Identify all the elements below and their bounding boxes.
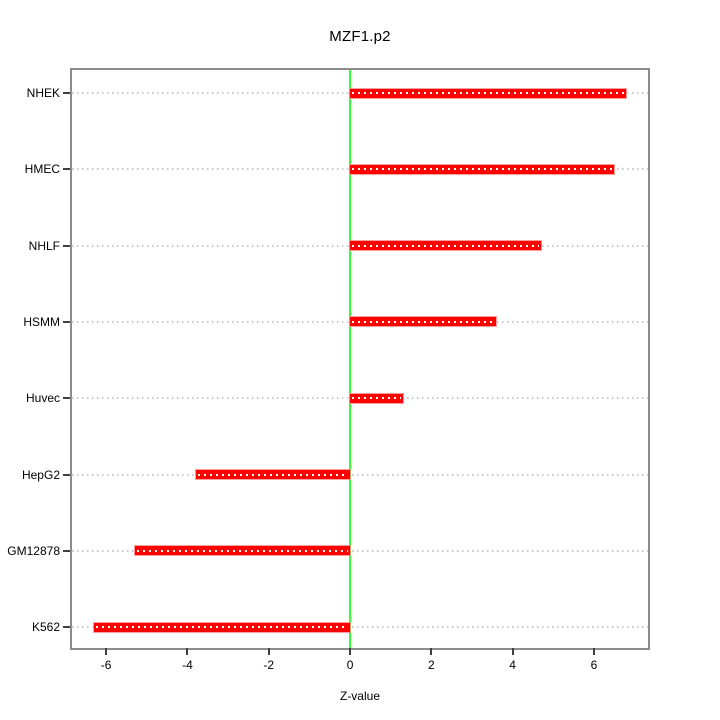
bar-center-dashes [136, 549, 349, 552]
bar-hmec [350, 164, 615, 174]
x-axis-tick [592, 648, 595, 655]
bar-nhlf [350, 241, 542, 251]
y-tick-label-gm12878: GM12878 [7, 543, 60, 558]
x-axis-tick [349, 648, 352, 655]
y-tick-label-huvec: Huvec [25, 391, 60, 406]
x-axis-tick [511, 648, 514, 655]
y-tick-label-nhlf: NHLF [28, 238, 60, 253]
y-tick-label-hmec: HMEC [24, 162, 60, 177]
bar-nhek [350, 88, 627, 98]
x-axis-tick [430, 648, 433, 655]
bar-center-dashes [352, 92, 625, 94]
y-axis-tick [63, 626, 70, 629]
gridline [72, 626, 648, 629]
y-axis-tick [63, 397, 70, 400]
y-axis-tick [63, 244, 70, 247]
x-axis-tick [105, 648, 108, 655]
bar-hsmm [350, 317, 497, 327]
y-axis-tick [63, 320, 70, 323]
bar-center-dashes [95, 626, 349, 629]
bar-center-dashes [197, 473, 349, 476]
x-axis-tick [186, 648, 189, 655]
gridline [72, 549, 648, 552]
x-axis-tick [267, 648, 270, 655]
plot-area [70, 68, 650, 650]
gridline [72, 473, 648, 476]
y-tick-label-k562: K562 [31, 620, 60, 635]
bar-center-dashes [352, 397, 401, 400]
x-tick-label: -6 [100, 658, 112, 672]
x-tick-label: 6 [590, 658, 598, 672]
x-tick-label: 4 [509, 658, 516, 672]
y-tick-label-hepg2: HepG2 [21, 467, 60, 482]
y-tick-label-nhek: NHEK [26, 86, 60, 100]
bar-center-dashes [352, 244, 540, 247]
bar-center-dashes [352, 168, 613, 171]
bar-center-dashes [352, 320, 495, 323]
zero-reference-line [349, 70, 352, 648]
x-tick-label: -4 [182, 658, 193, 672]
x-tick-label: -2 [263, 658, 275, 672]
chart-title: MZF1.p2 [329, 28, 391, 45]
bar-hepg2 [195, 470, 351, 479]
y-axis-tick [63, 473, 70, 476]
bar-k562 [93, 622, 351, 632]
bar-gm12878 [134, 546, 351, 556]
x-tick-label: 0 [346, 658, 354, 672]
y-axis-tick [63, 92, 70, 94]
y-axis-tick [63, 168, 70, 171]
y-axis-tick [63, 549, 70, 552]
x-axis-title: Z-value [339, 689, 380, 703]
bar-huvec [350, 393, 403, 403]
x-tick-label: 2 [427, 658, 435, 672]
y-tick-label-hsmm: HSMM [23, 314, 60, 329]
